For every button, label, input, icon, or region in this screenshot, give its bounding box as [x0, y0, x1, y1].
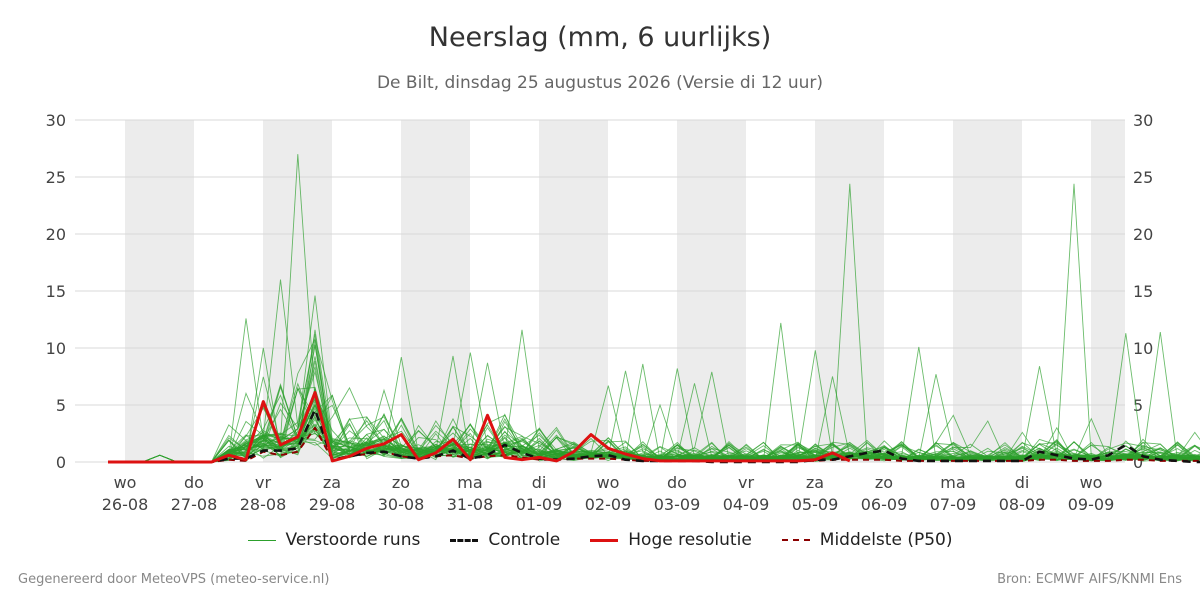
median-line — [108, 426, 1200, 463]
control-swatch — [450, 538, 479, 542]
x-tick-date: 03-09 — [654, 495, 701, 514]
y-tick-label-left: 25 — [46, 168, 66, 187]
x-tick-date: 28-08 — [240, 495, 287, 514]
ensemble-run-line — [108, 338, 1200, 463]
x-tick-day: do — [184, 473, 204, 492]
x-tick-date: 30-08 — [378, 495, 425, 514]
x-tick-day: zo — [875, 473, 893, 492]
legend-hires[interactable]: Hoge resolutie — [590, 530, 752, 550]
x-tick-date: 26-08 — [102, 495, 149, 514]
y-tick-label-right: 5 — [1133, 396, 1143, 415]
y-tick-label-right: 10 — [1133, 339, 1153, 358]
x-tick-date: 29-08 — [309, 495, 356, 514]
x-tick-day: do — [667, 473, 687, 492]
ensemble-swatch — [247, 539, 276, 541]
y-tick-label-left: 10 — [46, 339, 66, 358]
ensemble-run-line — [108, 385, 1200, 463]
legend-ensemble[interactable]: Verstoorde runs — [247, 530, 421, 550]
y-tick-label-left: 5 — [56, 396, 66, 415]
x-tick-day: wo — [1080, 473, 1103, 492]
footer-source: Bron: ECMWF AIFS/KNMI Ens — [997, 572, 1182, 587]
y-tick-label-left: 0 — [56, 453, 66, 472]
ensemble-run-line — [108, 183, 1200, 463]
x-tick-date: 05-09 — [792, 495, 839, 514]
x-tick-day: wo — [114, 473, 137, 492]
x-tick-date: 04-09 — [723, 495, 770, 514]
legend-median-label: Middelste (P50) — [819, 530, 953, 550]
legend: Verstoorde runs Controle Hoge resolutie … — [0, 530, 1200, 550]
x-tick-day: ma — [457, 473, 482, 492]
y-axis-right: 0 5 10 15 20 25 30 — [1133, 111, 1153, 472]
x-tick-day: ma — [940, 473, 965, 492]
legend-hires-label: Hoge resolutie — [628, 530, 752, 550]
x-tick-day: za — [323, 473, 341, 492]
legend-control-label: Controle — [488, 530, 561, 550]
y-tick-label-left: 20 — [46, 225, 66, 244]
x-tick-date: 07-09 — [930, 495, 977, 514]
chart-subtitle: De Bilt, dinsdag 25 augustus 2026 (Versi… — [376, 73, 824, 93]
x-tick-day: di — [1015, 473, 1030, 492]
chart-title: Neerslag (mm, 6 uurlijks) — [428, 22, 772, 53]
x-tick-date: 06-09 — [861, 495, 908, 514]
y-axis-left: 0 5 10 15 20 25 30 — [46, 111, 66, 472]
hires-swatch — [590, 538, 619, 542]
y-tick-label-right: 0 — [1133, 453, 1143, 472]
y-tick-label-right: 25 — [1133, 168, 1153, 187]
x-tick-date: 31-08 — [447, 495, 494, 514]
y-tick-label-right: 30 — [1133, 111, 1153, 130]
x-axis: wo 26-08 do 27-08 vr 28-08 za 29-08 zo 30-08 ma 31-… — [102, 473, 1115, 514]
x-tick-date: 27-08 — [171, 495, 218, 514]
x-tick-day: vr — [738, 473, 754, 492]
hires-line — [108, 391, 851, 464]
x-tick-day: za — [806, 473, 824, 492]
ensemble-run-line — [108, 154, 1200, 463]
legend-ensemble-label: Verstoorde runs — [285, 530, 421, 550]
y-tick-label-right: 15 — [1133, 282, 1153, 301]
main-series — [108, 391, 1200, 464]
x-tick-day: zo — [392, 473, 410, 492]
legend-control[interactable]: Controle — [450, 530, 560, 550]
x-tick-day: di — [532, 473, 547, 492]
x-tick-day: wo — [597, 473, 620, 492]
x-tick-day: vr — [255, 473, 271, 492]
gridlines — [75, 119, 1125, 463]
median-swatch — [781, 539, 810, 541]
y-tick-label-left: 15 — [46, 282, 66, 301]
x-tick-date: 09-09 — [1068, 495, 1115, 514]
y-tick-label-right: 20 — [1133, 225, 1153, 244]
x-tick-date: 08-09 — [999, 495, 1046, 514]
y-tick-label-left: 30 — [46, 111, 66, 130]
x-tick-date: 02-09 — [585, 495, 632, 514]
x-tick-date: 01-09 — [516, 495, 563, 514]
footer-generated-by: Gegenereerd door MeteoVPS (meteo-service… — [18, 572, 330, 587]
legend-median[interactable]: Middelste (P50) — [781, 530, 953, 550]
